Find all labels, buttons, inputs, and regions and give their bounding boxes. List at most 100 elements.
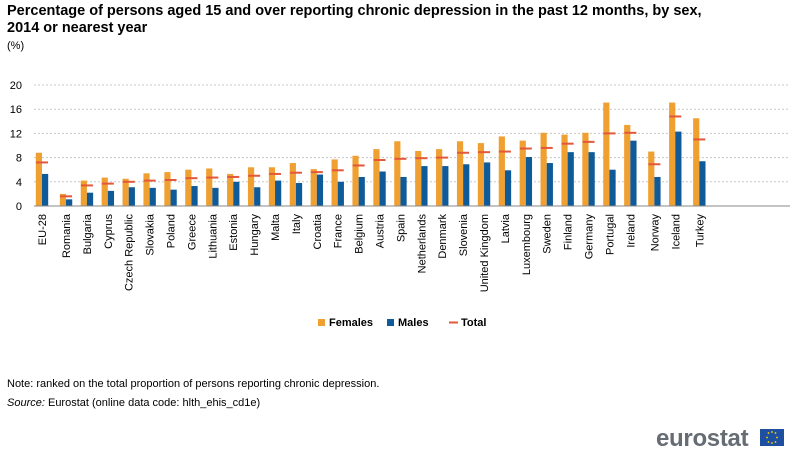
bar-females	[693, 118, 700, 206]
bar-males	[421, 166, 428, 206]
source-text: Eurostat (online data code: hlth_ehis_cd…	[44, 397, 261, 409]
category-label: Denmark	[437, 214, 449, 259]
category-label: Austria	[375, 213, 387, 248]
category-label: Italy	[291, 214, 303, 235]
bar-females	[561, 134, 568, 206]
category-label: United Kingdom	[479, 214, 491, 292]
bar-females	[498, 136, 505, 206]
legend-label: Males	[398, 317, 429, 329]
category-label: Bulgaria	[82, 213, 94, 254]
category-label: Germany	[584, 214, 596, 260]
category-labels: EU-28 Romania Bulgaria Cyprus Czech Republic…	[37, 213, 706, 292]
logo-text: eurostat	[656, 425, 749, 452]
category-label: Slovenia	[458, 213, 470, 256]
legend-label: Females	[329, 317, 373, 329]
bar-females	[624, 124, 631, 206]
bar-females	[164, 172, 171, 206]
bar-females	[247, 167, 255, 206]
bar-males	[295, 183, 303, 206]
category-label: Slovakia	[145, 213, 157, 255]
bar-females	[101, 177, 108, 206]
bar-males	[504, 170, 512, 206]
bar-females	[394, 141, 401, 206]
chart-title: Percentage of persons aged 15 and over r…	[7, 3, 702, 36]
category-label: Turkey	[694, 214, 706, 248]
category-label: Belgium	[354, 214, 366, 254]
bar-males	[525, 156, 533, 206]
bar-males	[191, 186, 198, 206]
category-label: Norway	[649, 214, 661, 252]
bar-males	[400, 176, 407, 206]
bar-females	[603, 102, 610, 206]
legend-swatch-females	[318, 319, 325, 326]
bar-females	[227, 173, 234, 206]
category-label: Iceland	[670, 214, 682, 249]
bar-males	[609, 169, 616, 206]
category-label: Finland	[563, 214, 575, 250]
grid-lines	[34, 84, 790, 183]
chart-canvas: 0 4 8 12 16 20 EU-28 Romania Bulgaria Cyprus Czec…	[10, 80, 790, 329]
category-label: Romania	[61, 213, 73, 258]
y-tick-label: 12	[10, 128, 22, 140]
bar-males	[275, 180, 282, 206]
category-label: Netherlands	[416, 214, 428, 274]
bar-females	[540, 132, 547, 206]
bar-females	[373, 149, 380, 206]
category-label: Estonia	[228, 213, 240, 251]
bar-males	[442, 166, 449, 206]
bar-females	[519, 140, 526, 206]
bar-females	[477, 143, 485, 206]
y-tick-label: 0	[16, 201, 22, 213]
category-label: Ireland	[625, 214, 637, 248]
y-tick-label: 20	[10, 80, 22, 92]
bar-females	[415, 150, 422, 206]
y-axis-unit: (%)	[7, 40, 25, 52]
bar-females	[436, 149, 443, 206]
bar-females	[352, 155, 359, 206]
bar-females	[59, 193, 67, 206]
category-label: Luxembourg	[521, 214, 533, 275]
bar-males	[463, 164, 470, 206]
category-label: France	[333, 214, 345, 248]
bar-females	[122, 178, 129, 206]
bar-females	[35, 152, 42, 206]
bar-females	[331, 159, 338, 206]
bar-males	[484, 162, 491, 206]
category-label: Hungary	[249, 214, 261, 256]
bar-males	[86, 192, 94, 206]
bar-females	[648, 151, 655, 206]
category-label: Sweden	[542, 214, 554, 254]
bar-females	[582, 132, 589, 206]
bar-females	[456, 141, 464, 206]
bar-males	[316, 174, 324, 206]
bar-males	[170, 189, 177, 206]
category-label: Croatia	[312, 213, 324, 249]
bar-males	[675, 131, 682, 206]
bar-females	[289, 163, 296, 206]
legend-swatch-males	[387, 319, 394, 326]
bar-males	[546, 163, 553, 206]
y-tick-label: 4	[16, 177, 22, 189]
bar-females	[206, 168, 213, 206]
category-label: Cyprus	[103, 214, 115, 249]
bar-males	[107, 190, 115, 206]
y-tick-label: 8	[16, 153, 22, 165]
bar-males	[567, 152, 574, 206]
category-label: Latvia	[500, 213, 512, 243]
chart-note: Note: ranked on the total proportion of …	[7, 378, 380, 390]
category-label: Greece	[186, 214, 198, 250]
bar-females	[185, 169, 192, 206]
bar-males	[149, 187, 156, 206]
bar-males	[358, 176, 365, 206]
source-label: Source:	[7, 397, 45, 409]
bar-females	[669, 102, 676, 206]
bar-females	[310, 169, 317, 206]
bar-males	[337, 181, 344, 206]
category-label: EU-28	[37, 214, 49, 245]
bar-females	[143, 173, 150, 206]
bar-males	[699, 161, 706, 206]
bar-males	[66, 199, 73, 206]
total-markers	[36, 115, 706, 198]
bar-males	[630, 140, 637, 206]
bar-males	[128, 187, 135, 206]
